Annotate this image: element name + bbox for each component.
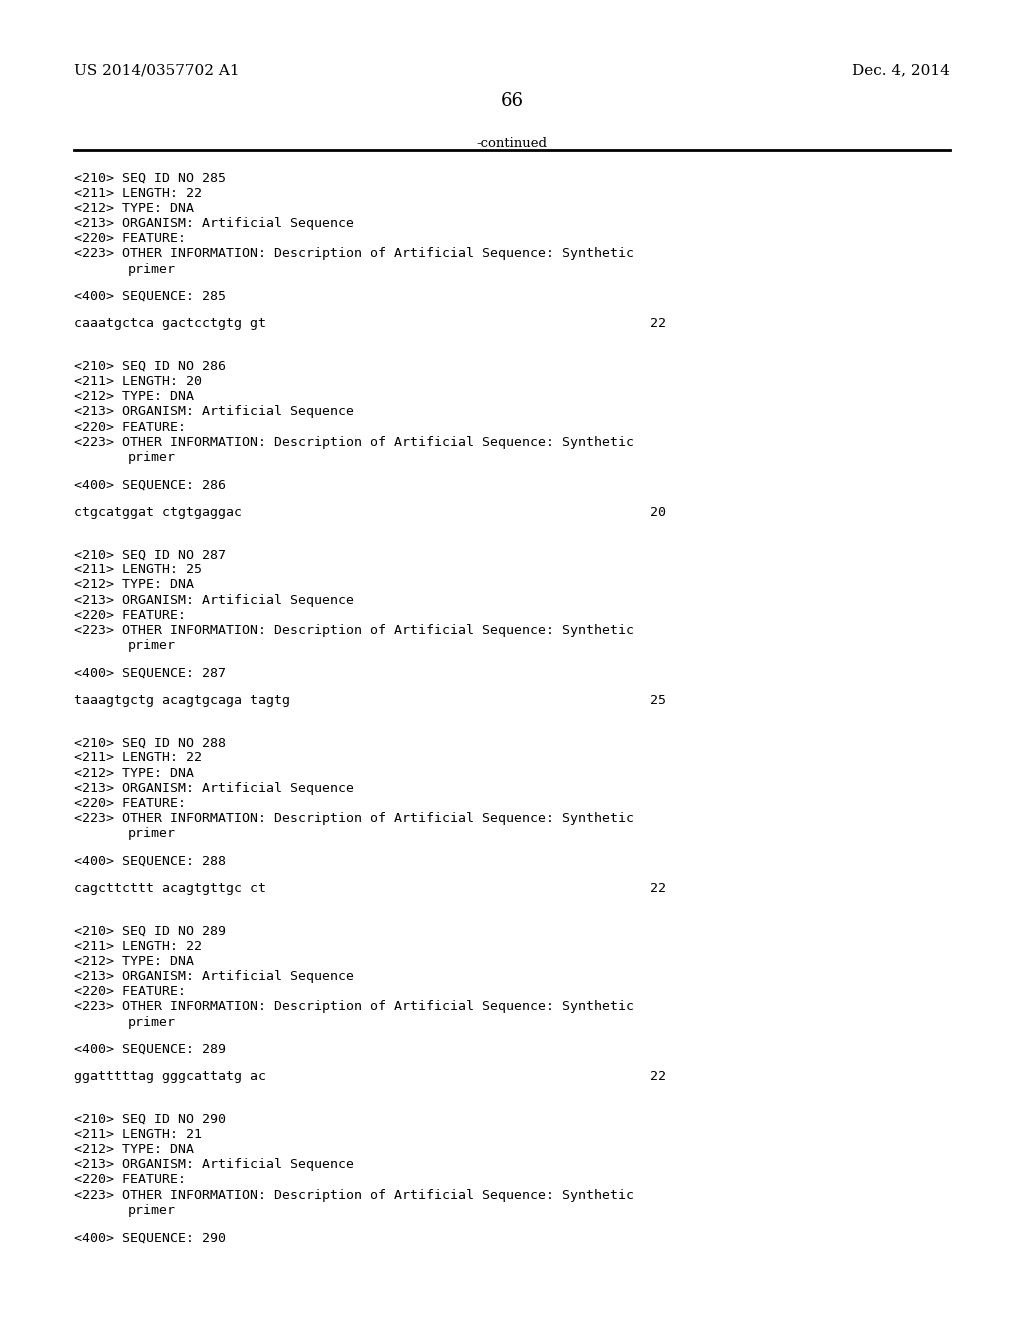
Text: -continued: -continued xyxy=(476,137,548,150)
Text: <210> SEQ ID NO 290: <210> SEQ ID NO 290 xyxy=(74,1113,225,1126)
Text: <400> SEQUENCE: 286: <400> SEQUENCE: 286 xyxy=(74,478,225,491)
Text: <220> FEATURE:: <220> FEATURE: xyxy=(74,609,185,622)
Text: <213> ORGANISM: Artificial Sequence: <213> ORGANISM: Artificial Sequence xyxy=(74,405,353,418)
Text: primer: primer xyxy=(128,639,176,652)
Text: <223> OTHER INFORMATION: Description of Artificial Sequence: Synthetic: <223> OTHER INFORMATION: Description of … xyxy=(74,247,634,260)
Text: taaagtgctg acagtgcaga tagtg: taaagtgctg acagtgcaga tagtg xyxy=(74,694,290,706)
Text: <213> ORGANISM: Artificial Sequence: <213> ORGANISM: Artificial Sequence xyxy=(74,216,353,230)
Text: primer: primer xyxy=(128,263,176,276)
Text: <223> OTHER INFORMATION: Description of Artificial Sequence: Synthetic: <223> OTHER INFORMATION: Description of … xyxy=(74,624,634,638)
Text: <220> FEATURE:: <220> FEATURE: xyxy=(74,985,185,998)
Text: ggatttttag gggcattatg ac: ggatttttag gggcattatg ac xyxy=(74,1071,266,1084)
Text: <213> ORGANISM: Artificial Sequence: <213> ORGANISM: Artificial Sequence xyxy=(74,1158,353,1171)
Text: <223> OTHER INFORMATION: Description of Artificial Sequence: Synthetic: <223> OTHER INFORMATION: Description of … xyxy=(74,1188,634,1201)
Text: <400> SEQUENCE: 287: <400> SEQUENCE: 287 xyxy=(74,667,225,680)
Text: 25: 25 xyxy=(650,694,667,706)
Text: <210> SEQ ID NO 287: <210> SEQ ID NO 287 xyxy=(74,548,225,561)
Text: <211> LENGTH: 22: <211> LENGTH: 22 xyxy=(74,940,202,953)
Text: 22: 22 xyxy=(650,1071,667,1084)
Text: <213> ORGANISM: Artificial Sequence: <213> ORGANISM: Artificial Sequence xyxy=(74,781,353,795)
Text: <223> OTHER INFORMATION: Description of Artificial Sequence: Synthetic: <223> OTHER INFORMATION: Description of … xyxy=(74,436,634,449)
Text: <212> TYPE: DNA: <212> TYPE: DNA xyxy=(74,767,194,780)
Text: <223> OTHER INFORMATION: Description of Artificial Sequence: Synthetic: <223> OTHER INFORMATION: Description of … xyxy=(74,812,634,825)
Text: <212> TYPE: DNA: <212> TYPE: DNA xyxy=(74,202,194,215)
Text: <211> LENGTH: 21: <211> LENGTH: 21 xyxy=(74,1127,202,1140)
Text: <212> TYPE: DNA: <212> TYPE: DNA xyxy=(74,391,194,403)
Text: caaatgctca gactcctgtg gt: caaatgctca gactcctgtg gt xyxy=(74,317,266,330)
Text: <212> TYPE: DNA: <212> TYPE: DNA xyxy=(74,578,194,591)
Text: 20: 20 xyxy=(650,506,667,519)
Text: Dec. 4, 2014: Dec. 4, 2014 xyxy=(852,63,950,78)
Text: <400> SEQUENCE: 289: <400> SEQUENCE: 289 xyxy=(74,1043,225,1056)
Text: <223> OTHER INFORMATION: Description of Artificial Sequence: Synthetic: <223> OTHER INFORMATION: Description of … xyxy=(74,1001,634,1014)
Text: primer: primer xyxy=(128,1204,176,1217)
Text: <210> SEQ ID NO 289: <210> SEQ ID NO 289 xyxy=(74,924,225,937)
Text: <211> LENGTH: 22: <211> LENGTH: 22 xyxy=(74,186,202,199)
Text: <220> FEATURE:: <220> FEATURE: xyxy=(74,421,185,433)
Text: <220> FEATURE:: <220> FEATURE: xyxy=(74,797,185,810)
Text: <213> ORGANISM: Artificial Sequence: <213> ORGANISM: Artificial Sequence xyxy=(74,970,353,983)
Text: US 2014/0357702 A1: US 2014/0357702 A1 xyxy=(74,63,240,78)
Text: <213> ORGANISM: Artificial Sequence: <213> ORGANISM: Artificial Sequence xyxy=(74,594,353,607)
Text: <220> FEATURE:: <220> FEATURE: xyxy=(74,232,185,246)
Text: <400> SEQUENCE: 290: <400> SEQUENCE: 290 xyxy=(74,1232,225,1245)
Text: <211> LENGTH: 22: <211> LENGTH: 22 xyxy=(74,751,202,764)
Text: ctgcatggat ctgtgaggac: ctgcatggat ctgtgaggac xyxy=(74,506,242,519)
Text: <212> TYPE: DNA: <212> TYPE: DNA xyxy=(74,1143,194,1156)
Text: <400> SEQUENCE: 288: <400> SEQUENCE: 288 xyxy=(74,854,225,867)
Text: <212> TYPE: DNA: <212> TYPE: DNA xyxy=(74,954,194,968)
Text: 66: 66 xyxy=(501,92,523,111)
Text: <210> SEQ ID NO 285: <210> SEQ ID NO 285 xyxy=(74,172,225,185)
Text: primer: primer xyxy=(128,828,176,841)
Text: <211> LENGTH: 20: <211> LENGTH: 20 xyxy=(74,375,202,388)
Text: cagcttcttt acagtgttgc ct: cagcttcttt acagtgttgc ct xyxy=(74,882,266,895)
Text: <400> SEQUENCE: 285: <400> SEQUENCE: 285 xyxy=(74,290,225,304)
Text: <210> SEQ ID NO 286: <210> SEQ ID NO 286 xyxy=(74,360,225,372)
Text: <211> LENGTH: 25: <211> LENGTH: 25 xyxy=(74,564,202,577)
Text: primer: primer xyxy=(128,451,176,463)
Text: 22: 22 xyxy=(650,317,667,330)
Text: primer: primer xyxy=(128,1015,176,1028)
Text: 22: 22 xyxy=(650,882,667,895)
Text: <220> FEATURE:: <220> FEATURE: xyxy=(74,1173,185,1187)
Text: <210> SEQ ID NO 288: <210> SEQ ID NO 288 xyxy=(74,737,225,750)
